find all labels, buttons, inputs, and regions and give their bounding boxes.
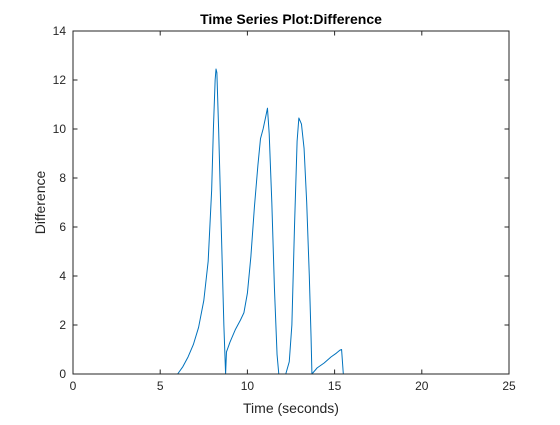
tick-layer: 0 5 10 15 20 25 0 2 4 6 8 10 12 14 bbox=[53, 24, 516, 393]
y-tick-label: 10 bbox=[53, 122, 67, 136]
y-tick-label: 2 bbox=[59, 318, 66, 332]
series-layer bbox=[73, 68, 509, 375]
chart-title: Time Series Plot:Difference bbox=[200, 11, 382, 27]
x-tick-label: 5 bbox=[157, 379, 164, 393]
x-tick-label: 15 bbox=[328, 379, 342, 393]
plot-background bbox=[73, 31, 509, 374]
x-tick-label: 25 bbox=[502, 379, 516, 393]
plot-box bbox=[72, 30, 510, 375]
x-tick-label: 10 bbox=[241, 379, 255, 393]
y-tick-label: 6 bbox=[59, 220, 66, 234]
y-tick-label: 12 bbox=[53, 73, 67, 87]
y-tick-label: 0 bbox=[59, 367, 66, 381]
x-tick-label: 0 bbox=[70, 379, 77, 393]
y-tick-label: 4 bbox=[59, 269, 66, 283]
x-axis-label: Time (seconds) bbox=[243, 400, 339, 416]
y-tick-label: 14 bbox=[53, 24, 67, 38]
y-axis-label: Difference bbox=[32, 171, 48, 235]
x-tick-label: 20 bbox=[415, 379, 429, 393]
y-tick-label: 8 bbox=[59, 171, 66, 185]
series-line-0 bbox=[73, 68, 509, 375]
